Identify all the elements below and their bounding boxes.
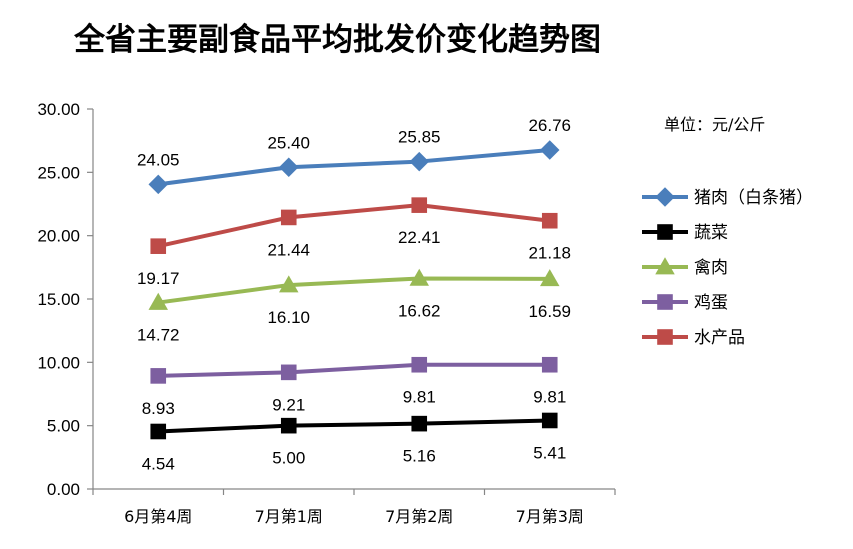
data-label: 9.21: [272, 395, 305, 414]
data-label: 25.85: [398, 128, 441, 147]
legend-marker: [655, 257, 675, 275]
y-tick-label: 30.00: [37, 100, 80, 119]
series-line: [157, 276, 550, 305]
series-2: 14.72 16.10 16.62 16.59: [137, 268, 571, 345]
x-tick-label: 6月第4周: [124, 507, 192, 526]
data-label: 5.00: [272, 449, 305, 468]
series-line: [158, 418, 550, 434]
data-label: 21.44: [267, 240, 310, 259]
data-point: [150, 423, 167, 440]
x-tick-label: 7月第3周: [516, 507, 584, 526]
unit-note: 单位：元/公斤: [664, 115, 765, 134]
data-label: 19.17: [137, 269, 180, 288]
legend-item: 猪肉（白条猪）: [642, 187, 813, 208]
data-point: [280, 417, 297, 434]
axes: 0.00 5.00 10.00 15.00 20.00 25.00 30.00 6月第4周 7月…: [37, 100, 616, 526]
legend-marker: [657, 224, 673, 240]
data-point: [541, 356, 558, 373]
legend-item: 禽肉: [642, 257, 728, 278]
series-line: [158, 362, 550, 378]
data-point: [148, 292, 168, 310]
data-point: [280, 209, 297, 226]
data-point: [409, 268, 429, 286]
data-label: 22.41: [398, 228, 441, 247]
legend-item: 鸡蛋: [642, 293, 728, 313]
data-label: 21.18: [528, 244, 571, 263]
data-point: [411, 415, 428, 432]
y-tick-label: 20.00: [37, 227, 80, 246]
data-label: 26.76: [528, 116, 571, 135]
data-label: 9.81: [533, 388, 566, 407]
data-label: 16.10: [267, 308, 310, 327]
legend-label: 水产品: [694, 328, 745, 348]
y-tick-label: 0.00: [47, 480, 80, 499]
data-label: 14.72: [137, 326, 180, 345]
data-point: [409, 151, 429, 172]
series-0: 24.05 25.40 25.85 26.76: [137, 116, 571, 195]
series-layer: 24.05 25.40 25.85 26.76 4.54 5.00 5.16 5.41 14.7…: [137, 116, 571, 473]
legend-marker: [657, 294, 673, 310]
y-tick-label: 5.00: [47, 417, 80, 436]
legend-label: 蔬菜: [694, 223, 728, 243]
data-label: 24.05: [137, 150, 180, 169]
data-point: [280, 364, 297, 381]
series-line: [157, 203, 550, 249]
data-point: [411, 356, 428, 373]
data-label: 5.41: [533, 443, 566, 462]
legend-item: 蔬菜: [642, 223, 728, 243]
y-tick-label: 15.00: [37, 290, 80, 309]
series-line: [157, 148, 550, 187]
data-label: 9.81: [403, 388, 436, 407]
legend-label: 鸡蛋: [694, 293, 728, 313]
legend-label: 禽肉: [694, 258, 728, 278]
data-point: [411, 197, 428, 213]
data-label: 25.40: [267, 133, 310, 152]
legend-marker: [657, 329, 673, 345]
data-label: 16.59: [528, 302, 571, 321]
data-point: [279, 275, 299, 293]
data-point: [540, 140, 560, 160]
series-3: 8.93 9.21 9.81 9.81: [142, 356, 566, 418]
data-point: [540, 269, 560, 287]
data-label: 5.16: [403, 447, 436, 466]
y-tick-label: 25.00: [37, 163, 80, 182]
chart-title: 全省主要副食品平均批发价变化趋势图: [73, 22, 601, 58]
y-tick-label: 10.00: [37, 353, 80, 372]
data-label: 16.62: [398, 301, 441, 320]
data-point: [541, 212, 558, 229]
data-point: [541, 412, 558, 429]
legend-item: 水产品: [642, 328, 745, 348]
data-point: [150, 238, 167, 254]
x-tick-label: 7月第1周: [255, 507, 323, 526]
series-1: 4.54 5.00 5.16 5.41: [142, 412, 566, 473]
data-label: 4.54: [142, 454, 175, 473]
data-point: [150, 368, 167, 384]
data-point: [279, 157, 299, 178]
series-4: 19.17 21.44 22.41 21.18: [137, 197, 571, 288]
data-label: 8.93: [142, 399, 175, 418]
x-tick-label: 7月第2周: [385, 507, 453, 526]
legend-label: 猪肉（白条猪）: [694, 188, 813, 208]
legend-marker: [655, 187, 675, 207]
data-point: [148, 174, 168, 195]
